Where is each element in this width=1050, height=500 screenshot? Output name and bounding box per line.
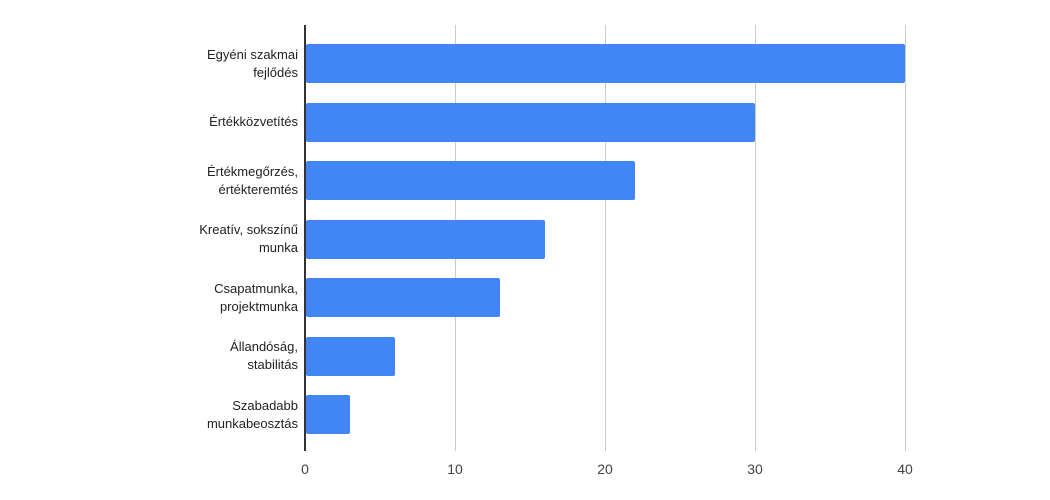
x-axis-zero-baseline — [304, 25, 306, 451]
category-label: Csapatmunka, projektmunka — [214, 280, 298, 314]
x-tick-label: 0 — [301, 461, 309, 477]
category-label: Egyéni szakmai fejlődés — [206, 46, 298, 80]
x-tick-label: 10 — [447, 461, 463, 477]
x-gridline — [605, 25, 606, 451]
x-tick-label: 20 — [597, 461, 613, 477]
bar[interactable] — [306, 161, 635, 200]
bar[interactable] — [306, 336, 395, 376]
x-tick-label: 40 — [897, 461, 913, 477]
category-label: Kreatív, sokszínű munka — [199, 222, 298, 255]
bar[interactable] — [306, 44, 905, 83]
bar[interactable] — [306, 219, 545, 259]
bar[interactable] — [306, 278, 500, 317]
category-label: Szabadabb munkabeosztás — [206, 397, 298, 431]
bar[interactable] — [306, 395, 350, 434]
x-gridline — [755, 25, 756, 451]
bar[interactable] — [306, 102, 755, 142]
x-gridline — [905, 25, 906, 451]
category-label: Értékmegőrzés, értékteremtés — [206, 163, 298, 197]
x-tick-label: 30 — [747, 461, 763, 477]
category-label: Állandóság, stabilitás — [230, 339, 298, 372]
category-label: Értékközvetítés — [209, 114, 298, 129]
